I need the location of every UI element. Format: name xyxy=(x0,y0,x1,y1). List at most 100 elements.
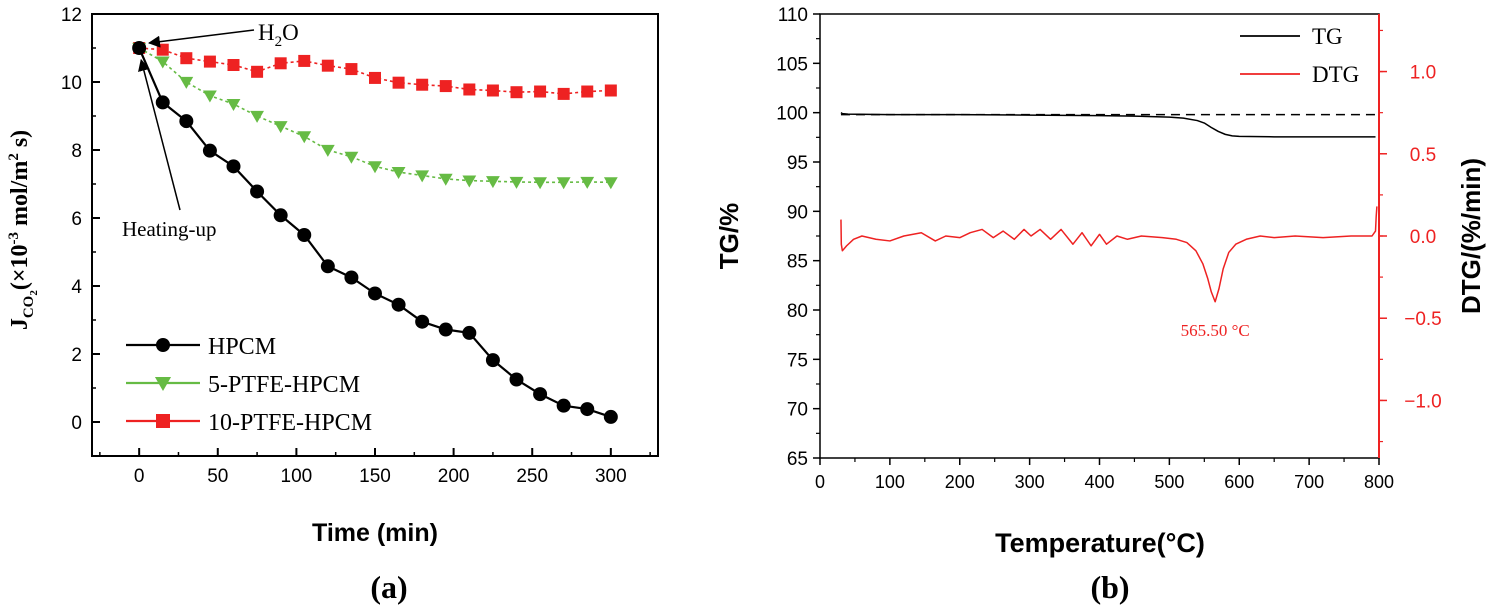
data-point xyxy=(297,228,312,242)
data-point xyxy=(485,353,500,368)
chart-b-right-tick-label: 0.0 xyxy=(1410,227,1436,248)
chart-b-x-tick-label: 100 xyxy=(875,472,905,492)
data-point xyxy=(368,161,382,174)
data-point xyxy=(155,56,170,69)
data-point xyxy=(227,59,240,71)
data-point xyxy=(203,90,217,103)
series-dtg xyxy=(840,206,1378,303)
data-point xyxy=(462,175,477,188)
data-point xyxy=(486,176,500,189)
data-point xyxy=(509,176,524,189)
chart-b-panel-label: (b) xyxy=(1090,569,1129,605)
data-point xyxy=(298,54,311,67)
chart-a-x-tick-label: 150 xyxy=(359,466,391,487)
data-point xyxy=(250,184,265,199)
series-10-ptfe-hpcm xyxy=(133,42,617,100)
series-hpcm xyxy=(132,41,618,424)
data-point xyxy=(580,176,595,189)
data-point xyxy=(180,52,193,65)
legend-label: DTG xyxy=(1312,62,1359,87)
data-point xyxy=(274,57,287,70)
data-point xyxy=(463,83,476,96)
heating-up-annotation: Heating-up xyxy=(122,217,216,241)
chart-b: 0 100 200 300 400 500 600 700 800 65 70 75 80 85 90 95 1… xyxy=(714,5,1486,605)
chart-a-y-tick-label: 10 xyxy=(61,73,82,94)
chart-b-x-tick-label: 700 xyxy=(1294,472,1324,492)
chart-a-x-tick-label: 50 xyxy=(207,466,228,487)
data-point xyxy=(556,177,571,190)
chart-b-x-axis-label: Temperature(°C) xyxy=(995,528,1205,558)
data-point xyxy=(344,151,359,164)
chart-b-y-tick-label: 100 xyxy=(776,104,808,125)
chart-b-right-tick-label: 0.5 xyxy=(1410,145,1436,166)
chart-b-x-tick-label: 800 xyxy=(1364,472,1394,492)
chart-b-x-tick-label: 0 xyxy=(815,472,825,492)
data-point xyxy=(415,170,430,183)
data-point xyxy=(132,41,147,55)
chart-b-y-axis-label: TG/% xyxy=(714,203,744,269)
chart-b-x-tick-label: 400 xyxy=(1084,472,1114,492)
data-point xyxy=(179,114,194,129)
data-point xyxy=(345,63,358,76)
data-point xyxy=(369,71,381,84)
data-point xyxy=(226,99,241,111)
data-point xyxy=(557,87,570,100)
data-point xyxy=(321,59,334,72)
data-point xyxy=(391,297,406,312)
chart-a-x-axis-label: Time (min) xyxy=(312,519,438,547)
heating-up-arrow xyxy=(138,58,181,211)
chart-b-x-tick-label: 600 xyxy=(1224,472,1254,492)
data-point xyxy=(320,259,335,274)
chart-a-panel-label: (a) xyxy=(370,569,407,605)
chart-b-x-tick-label: 200 xyxy=(945,472,975,492)
chart-a-x-tick-label: 0 xyxy=(134,466,145,487)
data-point xyxy=(533,387,548,402)
series-tg xyxy=(840,112,1376,138)
chart-a-y-tick-label: 12 xyxy=(61,5,82,26)
legend-marker xyxy=(154,377,172,392)
chart-a-x-tick-label: 200 xyxy=(438,466,470,487)
data-point xyxy=(391,167,406,179)
chart-a-y-tick-label: 4 xyxy=(71,277,82,298)
data-point xyxy=(438,322,453,337)
chart-b-y-tick-label: 65 xyxy=(787,449,808,470)
data-point xyxy=(297,131,312,144)
chart-b-right-tick-label: −1.0 xyxy=(1404,391,1442,412)
data-point xyxy=(439,80,452,93)
legend-marker xyxy=(156,338,170,352)
data-point xyxy=(250,110,264,123)
chart-a-y-tick-label: 8 xyxy=(71,141,82,162)
data-point xyxy=(462,325,477,340)
legend-label: 10-PTFE-HPCM xyxy=(208,410,372,436)
chart-b-y-tick-label: 90 xyxy=(787,202,808,223)
data-point xyxy=(344,270,359,285)
data-point xyxy=(556,398,571,413)
data-point xyxy=(179,76,194,89)
data-point xyxy=(203,55,216,68)
chart-b-x-tick-label: 500 xyxy=(1154,472,1184,492)
data-point xyxy=(416,78,429,91)
chart-a: 0 50 100 150 200 250 300 0 2 4 6 8 10 12 H2O Heating-u… xyxy=(6,5,659,605)
chart-b-right-tick-label: −0.5 xyxy=(1404,309,1442,330)
chart-b-y-tick-label: 95 xyxy=(787,153,808,174)
data-point xyxy=(156,43,169,56)
data-point xyxy=(533,177,547,190)
chart-b-y-tick-label: 80 xyxy=(787,301,808,322)
chart-b-y-tick-label: 70 xyxy=(787,400,808,421)
data-point xyxy=(603,177,618,190)
legend-label: HPCM xyxy=(208,334,276,360)
data-point xyxy=(155,95,170,110)
data-point xyxy=(368,286,382,301)
data-point xyxy=(202,143,217,158)
chart-b-y-tick-label: 105 xyxy=(776,54,808,75)
chart-b-x-tick-label: 300 xyxy=(1015,472,1045,492)
data-point xyxy=(486,84,499,97)
data-point xyxy=(509,372,524,387)
data-point xyxy=(603,409,618,424)
data-point xyxy=(580,402,595,417)
data-point xyxy=(534,85,547,98)
chart-a-y-axis-label: JCO2(×10-3 mol/m2 s) xyxy=(6,130,40,330)
chart-b-right-axis-label: DTG/(%/min) xyxy=(1456,158,1486,314)
legend-marker xyxy=(156,414,170,428)
